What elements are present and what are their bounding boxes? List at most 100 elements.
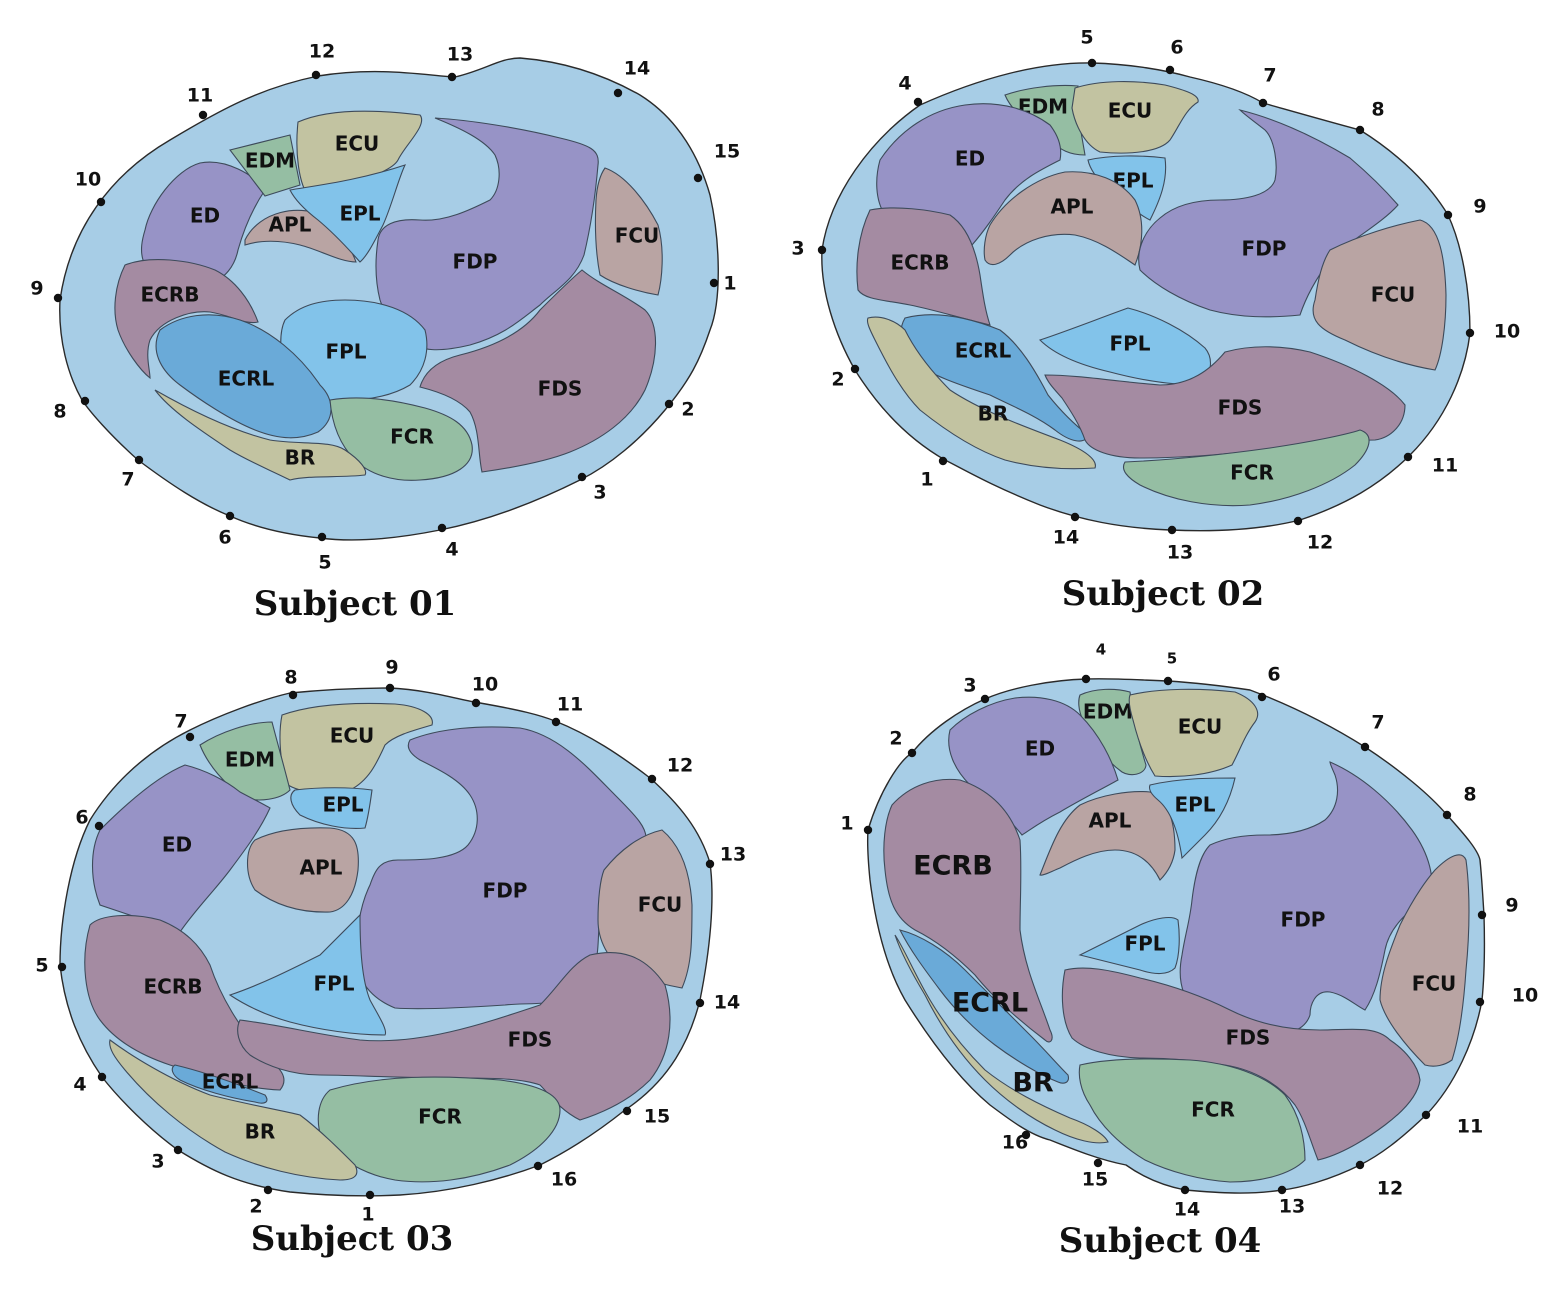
electrode-dot bbox=[1442, 810, 1452, 820]
electrode-dot bbox=[1021, 1130, 1031, 1140]
electrode-dot bbox=[225, 511, 235, 521]
electrode-label: 8 bbox=[1371, 99, 1384, 121]
muscle-shape bbox=[1138, 108, 1399, 318]
electrode-dot bbox=[447, 72, 457, 82]
muscle-epl: EPL bbox=[1148, 777, 1236, 860]
muscle-label: FCR bbox=[418, 1105, 462, 1129]
muscle-apl: APL bbox=[1039, 791, 1176, 881]
electrode-3: 3 bbox=[791, 238, 827, 260]
electrode-8: 8 bbox=[53, 396, 90, 423]
electrode-label: 14 bbox=[1174, 1199, 1200, 1221]
muscle-label: APL bbox=[1051, 195, 1094, 219]
electrode-dot bbox=[385, 683, 395, 693]
muscle-label: FCU bbox=[1412, 972, 1457, 996]
panel-subject-4: EDM ECU ED APL EPL ECRB FDP FPL FCU ECRL FDS BR FCR 1… bbox=[840, 641, 1538, 1262]
electrode-label: 1 bbox=[840, 813, 853, 835]
muscle-label: ECU bbox=[335, 132, 380, 156]
electrode-dot bbox=[94, 821, 104, 831]
electrode-14: 14 bbox=[613, 58, 650, 98]
electrode-label: 7 bbox=[174, 711, 187, 733]
muscle-label: BR bbox=[285, 446, 316, 470]
electrode-dot bbox=[533, 1161, 543, 1171]
muscle-shape bbox=[866, 316, 1096, 470]
electrode-4: 4 bbox=[898, 73, 923, 107]
electrode-12: 12 bbox=[1293, 516, 1333, 554]
muscle-label: ECRL bbox=[952, 988, 1028, 1019]
electrode-label: 1 bbox=[361, 1204, 374, 1226]
electrode-8: 8 bbox=[284, 667, 298, 700]
electrode-dot bbox=[647, 774, 657, 784]
muscle-fpl: FPL bbox=[1078, 916, 1180, 975]
panel-title: Subject 03 bbox=[251, 1219, 454, 1259]
electrode-5: 5 bbox=[1163, 650, 1177, 686]
muscle-label: FDS bbox=[1218, 396, 1263, 420]
muscle-label: FDP bbox=[483, 879, 528, 903]
electrode-10: 10 bbox=[1475, 985, 1538, 1007]
electrode-dot bbox=[1277, 1185, 1287, 1195]
muscle-label: FCR bbox=[1191, 1098, 1235, 1122]
electrode-7: 7 bbox=[1360, 712, 1385, 752]
electrode-label: 7 bbox=[1371, 712, 1384, 734]
electrode-label: 1 bbox=[723, 273, 736, 295]
muscle-shape bbox=[296, 110, 423, 199]
muscle-shape bbox=[289, 164, 407, 263]
electrode-16: 16 bbox=[1002, 1130, 1031, 1154]
electrode-15: 15 bbox=[693, 141, 740, 183]
electrode-12: 12 bbox=[1355, 1160, 1403, 1200]
electrode-dot bbox=[173, 1145, 183, 1155]
muscle-apl: APL bbox=[983, 171, 1143, 266]
muscle-fcu: FCU bbox=[594, 167, 663, 296]
electrode-dot bbox=[1087, 58, 1097, 68]
electrode-14: 14 bbox=[1053, 512, 1079, 549]
electrode-9: 9 bbox=[1443, 196, 1487, 220]
muscle-br: BR bbox=[109, 1039, 358, 1181]
muscle-fdp: FDP bbox=[356, 726, 647, 1010]
electrode-1: 1 bbox=[709, 273, 737, 295]
electrode-label: 5 bbox=[35, 955, 48, 977]
electrode-3: 3 bbox=[963, 675, 990, 704]
electrode-dot bbox=[365, 1190, 375, 1200]
electrode-dot bbox=[1093, 1158, 1103, 1168]
electrode-label: 9 bbox=[1505, 895, 1518, 917]
electrode-label: 12 bbox=[309, 41, 335, 63]
muscle-label: ECRB bbox=[144, 975, 203, 999]
electrode-12: 12 bbox=[309, 41, 335, 80]
muscle-br: BR bbox=[894, 934, 1109, 1144]
electrode-dot bbox=[1421, 1110, 1431, 1120]
electrode-dot bbox=[863, 825, 873, 835]
electrode-label: 8 bbox=[284, 667, 297, 689]
muscle-apl: APL bbox=[246, 827, 359, 913]
electrode-dot bbox=[1443, 210, 1453, 220]
electrode-dot bbox=[622, 1106, 632, 1116]
muscle-shape bbox=[1078, 1058, 1306, 1183]
muscle-shape bbox=[1312, 219, 1447, 371]
electrode-dot bbox=[471, 698, 481, 708]
muscle-shape bbox=[594, 167, 663, 296]
electrode-2: 2 bbox=[889, 728, 917, 758]
electrode-6: 6 bbox=[75, 807, 104, 831]
muscle-label: EPL bbox=[1174, 793, 1215, 817]
electrode-13: 13 bbox=[1167, 525, 1193, 564]
electrode-dot bbox=[695, 998, 705, 1008]
electrode-dot bbox=[705, 859, 715, 869]
electrode-dot bbox=[53, 293, 63, 303]
electrode-dot bbox=[1475, 997, 1485, 1007]
muscle-shape bbox=[898, 929, 1069, 1084]
muscle-fds: FDS bbox=[1061, 967, 1421, 1161]
electrode-label: 16 bbox=[551, 1169, 577, 1191]
electrode-label: 12 bbox=[1307, 532, 1333, 554]
muscle-epl: EPL bbox=[290, 787, 373, 829]
electrode-15: 15 bbox=[622, 1106, 670, 1128]
electrode-dot bbox=[185, 732, 195, 742]
electrode-label: 8 bbox=[53, 401, 66, 423]
muscle-label: BR bbox=[978, 402, 1009, 426]
electrode-dot bbox=[1167, 525, 1177, 535]
electrode-label: 15 bbox=[644, 1106, 670, 1128]
muscle-edm: EDM bbox=[229, 134, 301, 197]
electrode-label: 12 bbox=[1377, 1178, 1403, 1200]
muscle-fcu: FCU bbox=[1379, 854, 1470, 1067]
muscle-label: FDS bbox=[1226, 1026, 1271, 1050]
muscle-shape bbox=[171, 1064, 268, 1104]
muscle-shape bbox=[356, 726, 647, 1010]
